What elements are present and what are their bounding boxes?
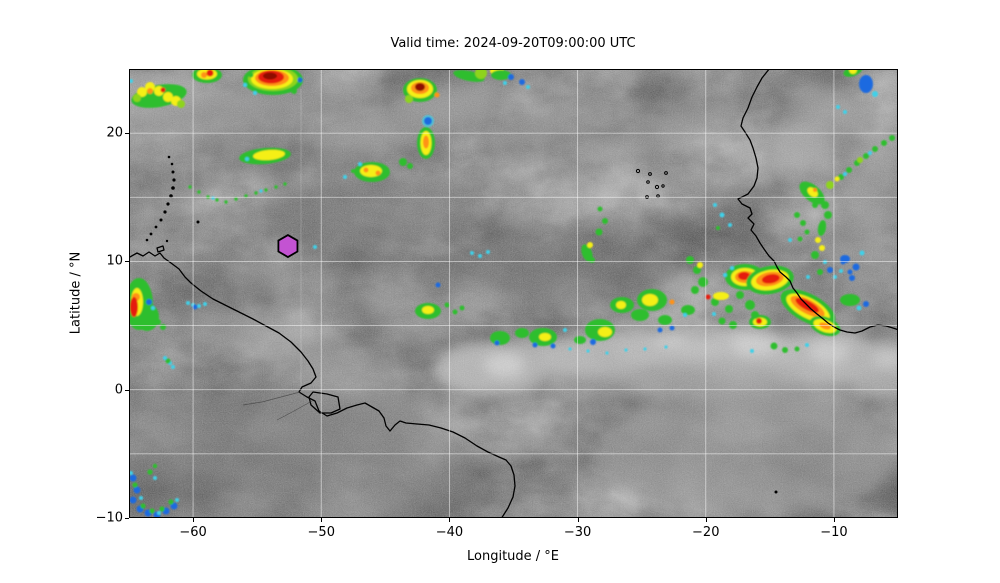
x-tick-mark xyxy=(705,518,707,522)
y-tick-mark xyxy=(125,389,129,391)
x-axis-label: Longitude / °E xyxy=(466,549,560,564)
y-tick-label: 10 xyxy=(106,253,123,269)
x-tick-label: −30 xyxy=(563,525,592,540)
amazon-river xyxy=(242,391,301,406)
y-tick-mark xyxy=(125,261,129,263)
x-tick-label: −60 xyxy=(179,525,207,540)
storm-marker xyxy=(277,233,299,259)
y-tick-label: 20 xyxy=(106,125,123,141)
coastline-africa xyxy=(737,69,898,334)
plot-frame xyxy=(129,69,898,518)
y-tick-label: 0 xyxy=(114,382,123,398)
x-tick-label: −20 xyxy=(692,525,720,540)
x-tick-mark xyxy=(193,518,195,522)
x-tick-mark xyxy=(321,518,323,522)
y-tick-mark xyxy=(125,518,129,519)
island-ascension xyxy=(774,490,778,494)
y-tick-mark xyxy=(125,133,129,135)
x-tick-label: −50 xyxy=(307,525,335,540)
y-tick-label: −10 xyxy=(95,510,123,526)
y-axis-label: Latitude / °N xyxy=(68,251,84,335)
island-trinidad xyxy=(156,245,165,253)
x-tick-mark xyxy=(833,518,835,522)
islands-cape-verde xyxy=(635,168,668,199)
gridlines xyxy=(129,69,898,518)
x-tick-label: −10 xyxy=(820,525,848,540)
x-tick-mark xyxy=(449,518,451,522)
plot-title: Valid time: 2024-09-20T09:00:00 UTC xyxy=(390,36,636,51)
x-tick-mark xyxy=(577,518,579,522)
satellite-map xyxy=(129,69,898,518)
coastline-south-america xyxy=(129,251,516,518)
x-tick-label: −40 xyxy=(435,525,464,540)
amazon-river-branch xyxy=(276,400,313,421)
island-marajo xyxy=(308,391,341,414)
